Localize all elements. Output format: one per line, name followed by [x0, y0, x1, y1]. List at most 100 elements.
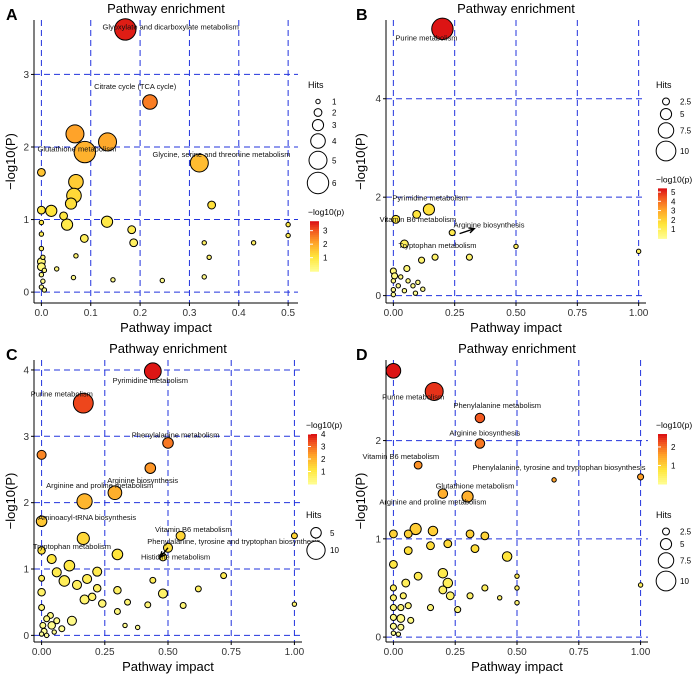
- data-point[interactable]: [403, 264, 411, 273]
- data-point[interactable]: [207, 200, 217, 210]
- data-point[interactable]: [466, 592, 474, 600]
- data-point[interactable]: [637, 582, 644, 588]
- data-point[interactable]: [390, 630, 397, 636]
- data-point[interactable]: [448, 229, 456, 237]
- data-point[interactable]: [129, 238, 139, 248]
- data-point[interactable]: [426, 604, 435, 612]
- data-point[interactable]: [412, 210, 422, 219]
- data-point[interactable]: [92, 566, 103, 577]
- data-point[interactable]: [501, 551, 513, 562]
- data-point[interactable]: [43, 615, 51, 623]
- data-point[interactable]: [68, 174, 84, 190]
- data-point[interactable]: [37, 167, 46, 177]
- data-point[interactable]: [390, 287, 397, 293]
- data-point[interactable]: [401, 287, 408, 294]
- data-point[interactable]: [409, 522, 422, 536]
- data-point[interactable]: [403, 529, 413, 539]
- data-point[interactable]: [389, 604, 397, 612]
- data-point[interactable]: [175, 530, 186, 541]
- data-point[interactable]: [465, 253, 473, 261]
- data-point[interactable]: [514, 599, 520, 606]
- data-point[interactable]: [551, 477, 557, 483]
- data-point[interactable]: [285, 232, 291, 239]
- data-point[interactable]: [250, 240, 257, 246]
- data-point[interactable]: [443, 539, 453, 549]
- data-point[interactable]: [100, 215, 114, 228]
- data-point[interactable]: [157, 588, 168, 599]
- data-point[interactable]: [70, 274, 77, 281]
- data-point[interactable]: [159, 277, 165, 284]
- data-point[interactable]: [480, 531, 490, 541]
- data-point[interactable]: [179, 602, 187, 609]
- data-point[interactable]: [38, 604, 46, 611]
- data-point[interactable]: [385, 363, 402, 379]
- data-point[interactable]: [71, 579, 83, 590]
- data-point[interactable]: [35, 515, 48, 528]
- data-point[interactable]: [431, 253, 439, 261]
- data-point[interactable]: [114, 18, 137, 41]
- data-point[interactable]: [404, 602, 412, 610]
- data-point[interactable]: [124, 598, 132, 606]
- data-point[interactable]: [410, 283, 416, 289]
- data-point[interactable]: [38, 231, 45, 237]
- data-point[interactable]: [389, 529, 398, 539]
- data-point[interactable]: [418, 256, 426, 264]
- data-point[interactable]: [427, 525, 439, 537]
- data-point[interactable]: [92, 584, 102, 593]
- data-point[interactable]: [514, 585, 520, 591]
- data-point[interactable]: [201, 274, 207, 280]
- data-point[interactable]: [113, 585, 122, 595]
- data-point[interactable]: [389, 613, 397, 621]
- data-point[interactable]: [73, 140, 97, 164]
- data-point[interactable]: [76, 493, 93, 510]
- data-point[interactable]: [46, 554, 57, 565]
- data-point[interactable]: [37, 546, 46, 555]
- data-point[interactable]: [390, 278, 397, 284]
- data-point[interactable]: [454, 606, 462, 614]
- data-point[interactable]: [51, 567, 62, 578]
- data-point[interactable]: [53, 266, 60, 272]
- data-point[interactable]: [437, 488, 449, 499]
- data-point[interactable]: [36, 449, 47, 460]
- data-point[interactable]: [285, 221, 291, 228]
- data-point[interactable]: [396, 614, 406, 623]
- data-point[interactable]: [98, 132, 118, 152]
- data-point[interactable]: [465, 529, 475, 539]
- data-point[interactable]: [66, 615, 77, 626]
- data-point[interactable]: [64, 197, 78, 210]
- data-point[interactable]: [113, 608, 121, 615]
- data-point[interactable]: [391, 214, 401, 224]
- data-point[interactable]: [43, 632, 50, 639]
- data-point[interactable]: [514, 573, 520, 579]
- data-point[interactable]: [144, 462, 157, 474]
- data-point[interactable]: [635, 248, 642, 255]
- data-point[interactable]: [63, 559, 76, 572]
- data-point[interactable]: [72, 392, 94, 414]
- data-point[interactable]: [403, 546, 413, 556]
- data-point[interactable]: [38, 219, 45, 226]
- data-point[interactable]: [481, 584, 489, 592]
- data-point[interactable]: [420, 286, 426, 292]
- data-point[interactable]: [412, 290, 419, 296]
- data-point[interactable]: [513, 243, 519, 250]
- data-point[interactable]: [442, 577, 454, 589]
- data-point[interactable]: [149, 576, 157, 584]
- data-point[interactable]: [405, 278, 411, 284]
- data-point[interactable]: [127, 225, 137, 235]
- data-point[interactable]: [60, 218, 74, 231]
- data-point[interactable]: [637, 473, 645, 481]
- data-point[interactable]: [41, 267, 48, 274]
- data-point[interactable]: [399, 239, 409, 249]
- data-point[interactable]: [110, 277, 116, 283]
- data-point[interactable]: [134, 624, 141, 631]
- data-point[interactable]: [431, 17, 454, 41]
- data-point[interactable]: [98, 599, 107, 608]
- data-point[interactable]: [438, 585, 448, 595]
- data-point[interactable]: [401, 578, 411, 588]
- data-point[interactable]: [58, 625, 66, 633]
- data-point[interactable]: [422, 203, 436, 216]
- data-point[interactable]: [413, 460, 423, 470]
- data-point[interactable]: [291, 601, 298, 607]
- data-point[interactable]: [79, 234, 89, 243]
- data-point[interactable]: [40, 278, 46, 284]
